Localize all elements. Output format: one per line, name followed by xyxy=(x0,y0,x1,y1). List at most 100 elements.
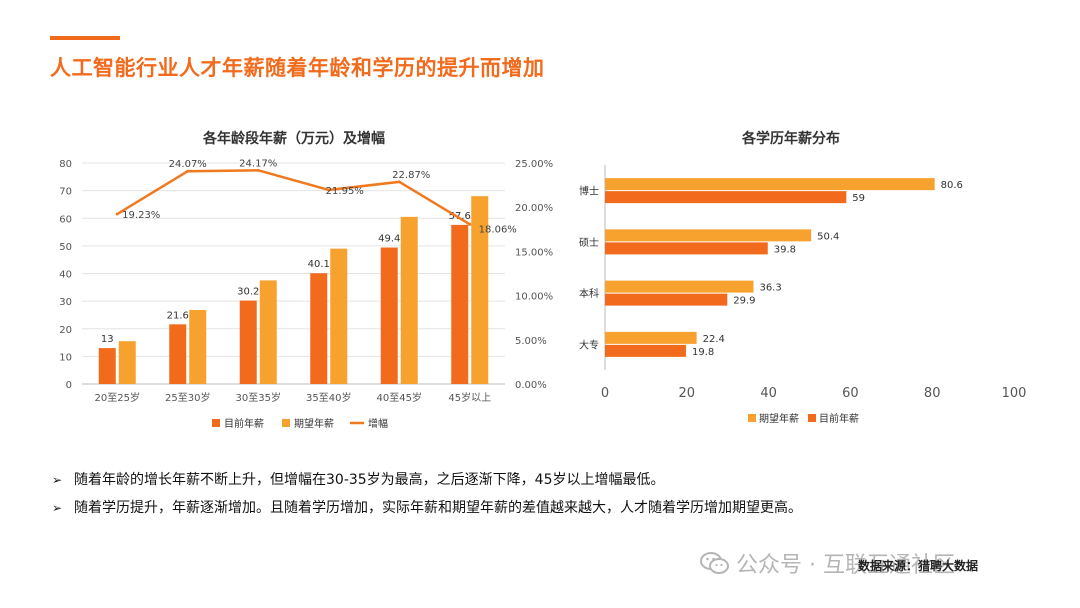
watermark-text: 公众号 · 互联互通社区 xyxy=(736,553,955,578)
summary-bullets: ➢ 随着年龄的增长年薪不断上升，但增幅在30-35岁为最高，之后逐渐下降，45岁以… xyxy=(52,468,802,524)
bar-data-label: 19.8 xyxy=(692,347,714,358)
y-tick-label: 50 xyxy=(59,242,72,253)
x-tick-label: 60 xyxy=(842,386,859,401)
growth-data-label: 24.17% xyxy=(239,158,277,169)
x-tick-label: 35至40岁 xyxy=(306,391,351,404)
growth-point xyxy=(327,188,331,192)
edu-chart-title: 各学历年薪分布 xyxy=(742,131,840,147)
bar-current xyxy=(605,344,686,357)
legend-swatch xyxy=(748,414,756,422)
bar-data-label: 40.1 xyxy=(308,259,330,270)
bullet-arrow-icon: ➢ xyxy=(52,501,63,515)
y-tick-label: 40 xyxy=(59,270,72,281)
watermark: 公众号 · 互联互通社区 xyxy=(700,547,955,579)
bar-data-label: 39.8 xyxy=(774,244,796,255)
y-tick-label: 硕士 xyxy=(579,236,599,249)
bar-data-label: 13 xyxy=(101,334,114,345)
bar-current xyxy=(169,324,187,384)
x-tick-label: 40 xyxy=(760,386,777,401)
legend-label: 期望年薪 xyxy=(294,417,334,430)
x-tick-label: 30至35岁 xyxy=(236,391,281,404)
x-tick-label: 40至45岁 xyxy=(377,391,422,404)
y-tick-label: 70 xyxy=(59,187,72,198)
title-accent-bar xyxy=(50,36,120,40)
y-tick-label: 大专 xyxy=(579,338,599,351)
legend-label: 目前年薪 xyxy=(819,412,859,425)
bar-current xyxy=(605,293,728,306)
legend-label: 目前年薪 xyxy=(224,417,264,430)
y2-tick-label: 0.00% xyxy=(515,380,547,391)
legend-swatch xyxy=(282,419,290,427)
bar-current xyxy=(310,273,328,384)
growth-point xyxy=(186,169,190,173)
y-tick-label: 80 xyxy=(59,159,72,170)
bullet-arrow-icon: ➢ xyxy=(52,473,63,487)
bar-expected xyxy=(400,216,418,384)
growth-data-label: 24.07% xyxy=(169,159,207,170)
x-tick-label: 80 xyxy=(924,386,941,401)
bar-current xyxy=(239,300,257,384)
growth-point xyxy=(256,168,260,172)
age-chart-title: 各年龄段年薪（万元）及增幅 xyxy=(203,131,385,147)
bar-data-label: 36.3 xyxy=(759,283,781,294)
bar-current xyxy=(451,224,469,384)
x-tick-label: 45岁以上 xyxy=(448,391,491,404)
y2-tick-label: 15.00% xyxy=(515,247,553,258)
bar-data-label: 50.4 xyxy=(817,231,839,242)
x-tick-label: 25至30岁 xyxy=(165,391,210,404)
y-tick-label: 博士 xyxy=(579,185,599,198)
page-title: 人工智能行业人才年薪随着年龄和学历的提升而增加 xyxy=(50,56,545,80)
y2-tick-label: 10.00% xyxy=(515,292,553,303)
bar-expected xyxy=(471,196,489,384)
bar-current xyxy=(98,348,116,384)
x-tick-label: 20至25岁 xyxy=(95,391,140,404)
bar-expected xyxy=(330,248,348,384)
y-tick-label: 30 xyxy=(59,297,72,308)
legend-swatch xyxy=(808,414,816,422)
growth-data-label: 21.95% xyxy=(326,186,364,197)
bar-expected xyxy=(605,280,754,293)
bar-expected xyxy=(605,178,935,191)
bar-current xyxy=(605,242,768,255)
bar-expected xyxy=(605,229,812,242)
bar-expected xyxy=(118,341,136,384)
bullet-item: ➢ 随着年龄的增长年薪不断上升，但增幅在30-35岁为最高，之后逐渐下降，45岁以… xyxy=(52,468,802,496)
bar-data-label: 29.9 xyxy=(733,296,755,307)
y2-tick-label: 20.00% xyxy=(515,203,553,214)
y-tick-label: 10 xyxy=(59,352,72,363)
y-tick-label: 60 xyxy=(59,214,72,225)
x-tick-label: 20 xyxy=(679,386,696,401)
legend-label: 增幅 xyxy=(368,417,388,430)
bar-data-label: 57.6 xyxy=(449,211,471,222)
growth-point xyxy=(115,212,119,216)
bar-data-label: 80.6 xyxy=(941,180,963,191)
legend-label: 期望年薪 xyxy=(759,412,799,425)
bar-data-label: 59 xyxy=(852,193,865,204)
bar-current xyxy=(380,247,398,384)
x-tick-label: 100 xyxy=(1002,386,1027,401)
x-tick-label: 0 xyxy=(601,386,609,401)
legend-swatch xyxy=(212,419,220,427)
y-tick-label: 0 xyxy=(66,380,72,391)
growth-point xyxy=(468,222,472,226)
bullet-text: 随着年龄的增长年薪不断上升，但增幅在30-35岁为最高，之后逐渐下降，45岁以上… xyxy=(74,472,665,488)
bar-expected xyxy=(259,280,277,384)
growth-data-label: 19.23% xyxy=(122,210,160,221)
source-note: 数据来源：猎聘大数据 xyxy=(858,559,979,573)
y2-tick-label: 25.00% xyxy=(515,159,553,170)
wechat-icon xyxy=(700,552,729,574)
growth-point xyxy=(397,180,401,184)
bar-data-label: 21.6 xyxy=(167,310,189,321)
y-tick-label: 本科 xyxy=(579,287,599,300)
y2-tick-label: 5.00% xyxy=(515,336,547,347)
bar-data-label: 22.4 xyxy=(703,334,725,345)
bar-data-label: 49.4 xyxy=(378,234,400,245)
y-tick-label: 20 xyxy=(59,325,72,336)
bullet-item: ➢ 随着学历提升，年薪逐渐增加。且随着学历增加，实际年薪和期望年薪的差值越来越大，… xyxy=(52,496,802,524)
bar-data-label: 30.2 xyxy=(237,287,259,298)
bar-current xyxy=(605,191,847,204)
growth-data-label: 22.87% xyxy=(392,170,430,181)
bar-expected xyxy=(189,309,207,384)
bar-expected xyxy=(605,331,697,344)
